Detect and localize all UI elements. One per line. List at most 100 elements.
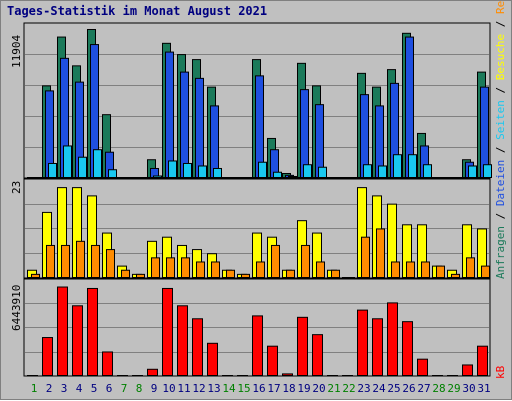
seiten-bar: [303, 164, 312, 179]
x-tick-label: 2: [46, 382, 53, 395]
x-tick-label: 15: [237, 382, 250, 395]
rechner-bar: [31, 273, 40, 279]
x-tick-label: 9: [151, 382, 158, 395]
rechner-bar: [136, 273, 145, 279]
rechner-bar: [286, 269, 295, 279]
kb-bar: [387, 302, 398, 377]
kb-bar: [477, 345, 488, 377]
x-tick-label: 24: [372, 382, 386, 395]
x-tick-label: 13: [207, 382, 220, 395]
x-tick-label: 6: [106, 382, 113, 395]
kb-bar: [462, 364, 473, 377]
rechner-bar: [481, 265, 490, 279]
seiten-bar: [93, 149, 102, 179]
kb-bar: [312, 334, 323, 376]
kb-bar: [267, 345, 278, 377]
legend-separator: /: [494, 14, 507, 34]
kb-bar: [297, 316, 308, 376]
rechner-bar: [61, 244, 70, 279]
x-tick-label: 3: [61, 382, 68, 395]
seiten-bar: [378, 165, 387, 179]
kb-bar: [207, 342, 218, 377]
x-tick-label: 25: [387, 382, 400, 395]
x-tick-label: 21: [327, 382, 340, 395]
dateien-bar: [165, 51, 174, 179]
seiten-bar: [468, 165, 477, 179]
seiten-bar: [153, 175, 162, 179]
visits-max-label: 23: [10, 180, 23, 194]
rechner-bar: [301, 244, 310, 279]
rechner-bar: [256, 261, 265, 279]
x-tick-label: 29: [447, 382, 460, 395]
x-tick-label: 31: [477, 382, 490, 395]
rechner-bar: [451, 273, 460, 279]
kb-bar: [177, 305, 188, 377]
seiten-bar: [258, 161, 267, 179]
seiten-bar: [363, 164, 372, 179]
rechner-bar: [91, 244, 100, 279]
kb-bar: [57, 286, 68, 377]
dateien-bar: [315, 104, 324, 178]
kb-bar: [357, 309, 368, 376]
seiten-bar: [198, 165, 207, 179]
x-tick-label: 5: [91, 382, 98, 395]
kb-bar: [102, 351, 113, 377]
kb-bar: [417, 358, 428, 377]
seiten-bar: [273, 171, 282, 178]
seiten-bar: [108, 169, 117, 178]
kb-bar: [162, 287, 173, 376]
rechner-bar: [376, 228, 385, 278]
rechner-bar: [181, 257, 190, 279]
x-tick-label: 22: [342, 382, 355, 395]
rechner-bar: [436, 265, 445, 279]
chart-title: Tages-Statistik im Monat August 2021: [7, 4, 268, 18]
rechner-bar: [121, 269, 130, 279]
seiten-bar: [78, 156, 87, 178]
rechner-bar: [226, 269, 235, 279]
rechner-bar: [76, 240, 85, 278]
rechner-bar: [211, 261, 220, 279]
x-tick-label: 23: [357, 382, 370, 395]
legend-separator: /: [494, 206, 507, 227]
x-tick-label: 26: [402, 382, 415, 395]
rechner-bar: [421, 261, 430, 279]
requests-max-label: 11904: [10, 34, 23, 68]
x-tick-label: 18: [282, 382, 295, 395]
rechner-bar: [106, 249, 115, 279]
rechner-bar: [196, 261, 205, 279]
rechner-bar: [316, 261, 325, 279]
x-tick-label: 28: [432, 382, 445, 395]
kb-bar: [192, 318, 203, 377]
rechner-bar: [46, 244, 55, 279]
kb-bar: [87, 287, 98, 376]
kb-bar: [147, 368, 158, 376]
x-tick-label: 16: [252, 382, 265, 395]
dateien-bar: [195, 77, 204, 178]
rechner-bar: [166, 257, 175, 279]
kb-bar: [42, 337, 53, 377]
right-legend-kb: kB: [494, 365, 507, 379]
x-tick-label: 17: [267, 382, 280, 395]
seiten-bar: [63, 145, 72, 178]
rechner-bar: [466, 257, 475, 279]
kb-bar: [372, 318, 383, 377]
x-tick-label: 11: [177, 382, 190, 395]
legend-rechner: Rechner: [494, 0, 507, 14]
seiten-bar: [288, 176, 297, 178]
legend-anfragen: Anfragen: [494, 226, 507, 279]
seiten-bar: [213, 167, 222, 178]
rechner-bar: [406, 261, 415, 279]
kb-bar: [402, 321, 413, 377]
x-tick-label: 20: [312, 382, 325, 395]
kb-bar: [72, 305, 83, 377]
legend-separator: /: [494, 80, 507, 101]
right-legend-series-names: Anfragen / Dateien / Seiten / Besuche / …: [494, 0, 507, 279]
x-tick-label: 4: [76, 382, 83, 395]
kb-bar: [282, 373, 293, 376]
kb-max-label: 6443910: [10, 284, 23, 331]
seiten-bar: [168, 160, 177, 178]
x-tick-label: 7: [121, 382, 128, 395]
seiten-bar: [318, 166, 327, 178]
